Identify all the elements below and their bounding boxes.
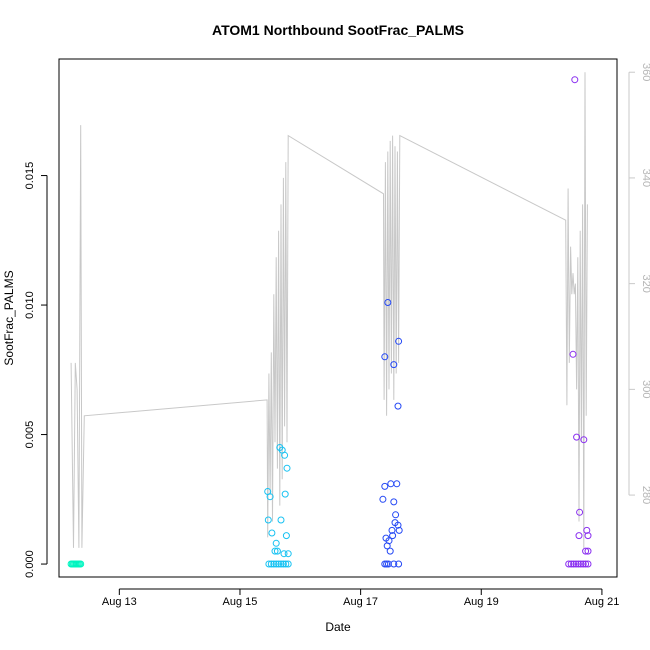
data-point [390,498,398,506]
overlay-line [70,72,588,548]
data-point [283,464,291,472]
data-point [395,337,403,345]
data-point [272,560,280,568]
data-point [275,560,283,568]
y-tick-label: 0.010 [24,291,36,319]
data-point [282,532,290,540]
data-point [279,560,287,568]
data-point [281,490,289,498]
data-point [265,560,273,568]
data-point [273,547,281,555]
data-point [393,480,401,488]
data-point [281,451,289,459]
data-point [389,532,397,540]
data-point [267,560,275,568]
data-point [390,361,398,369]
data-point [384,560,392,568]
data-point [77,560,85,568]
data-point [577,560,585,568]
data-point [390,560,398,568]
data-point [573,433,581,441]
data-point [584,560,592,568]
data-point [584,547,592,555]
data-point [277,516,285,524]
data-point [579,560,587,568]
data-point [270,560,278,568]
data-point [388,526,396,534]
data-point [284,550,292,558]
data-point [384,299,392,306]
x-tick-label: Aug 15 [223,596,258,608]
x-tick-label: Aug 21 [584,596,619,608]
data-point [272,539,280,547]
data-point [268,529,276,537]
plot-frame [58,58,618,578]
x-axis: Aug 13 Aug 15 Aug 17 Aug 19 Aug 21 [102,588,619,608]
chart-title: ATOM1 Northbound SootFrac_PALMS [212,22,464,38]
y-axis-right: 280 300 320 340 360 [628,63,650,504]
data-point [381,353,389,361]
data-point [395,560,403,568]
x-axis-label: Date [325,620,351,634]
data-point [394,402,402,410]
data-point [392,511,400,519]
data-point [574,560,582,568]
data-point [394,521,402,529]
y2-tick-label: 280 [640,486,650,504]
y2-tick-label: 340 [640,169,650,187]
data-point [395,526,403,534]
data-point [570,560,578,568]
data-point [280,550,288,558]
overlay-line-layer [70,72,588,548]
data-point [381,482,389,490]
data-point [580,436,588,444]
data-point [266,493,274,501]
y-tick-label: 0.015 [24,162,36,190]
data-point [582,560,590,568]
data-point [584,532,592,540]
data-point [379,495,387,503]
data-point [583,526,591,534]
x-tick-label: Aug 13 [102,596,137,608]
y-axis-left: 0.000 0.005 0.010 0.015 [24,162,48,578]
y-tick-label: 0.000 [24,550,36,578]
data-point [582,547,590,555]
data-point [567,560,575,568]
data-point [284,560,292,568]
data-point [282,560,290,568]
data-point [271,547,279,555]
data-point [385,537,393,545]
data-point [565,560,573,568]
data-point [386,547,394,555]
x-tick-label: Aug 17 [343,596,378,608]
data-point [277,560,285,568]
y2-tick-label: 300 [640,380,650,398]
data-point [576,508,584,516]
data-point [572,560,580,568]
y2-tick-label: 360 [640,63,650,81]
data-points-layer [67,76,592,568]
y-tick-label: 0.005 [24,421,36,449]
data-point [264,516,272,524]
y-axis-label: SootFrac_PALMS [2,270,16,365]
data-point [575,532,583,540]
data-point [571,76,579,84]
data-point [569,350,577,358]
y2-tick-label: 320 [640,274,650,292]
data-point [387,480,395,488]
x-tick-label: Aug 19 [464,596,499,608]
